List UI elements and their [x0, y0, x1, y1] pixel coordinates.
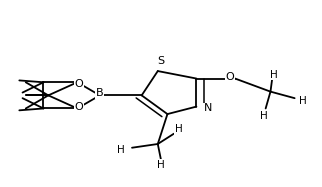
Text: H: H: [157, 160, 165, 170]
Text: H: H: [260, 111, 268, 121]
Text: H: H: [117, 145, 125, 155]
Text: N: N: [204, 103, 212, 114]
Text: H: H: [299, 96, 307, 106]
Text: H: H: [175, 124, 183, 134]
Text: O: O: [74, 79, 83, 89]
Text: O: O: [74, 102, 83, 112]
Text: B: B: [96, 88, 104, 99]
Text: S: S: [157, 56, 165, 66]
Text: H: H: [270, 70, 278, 80]
Text: O: O: [226, 72, 235, 82]
